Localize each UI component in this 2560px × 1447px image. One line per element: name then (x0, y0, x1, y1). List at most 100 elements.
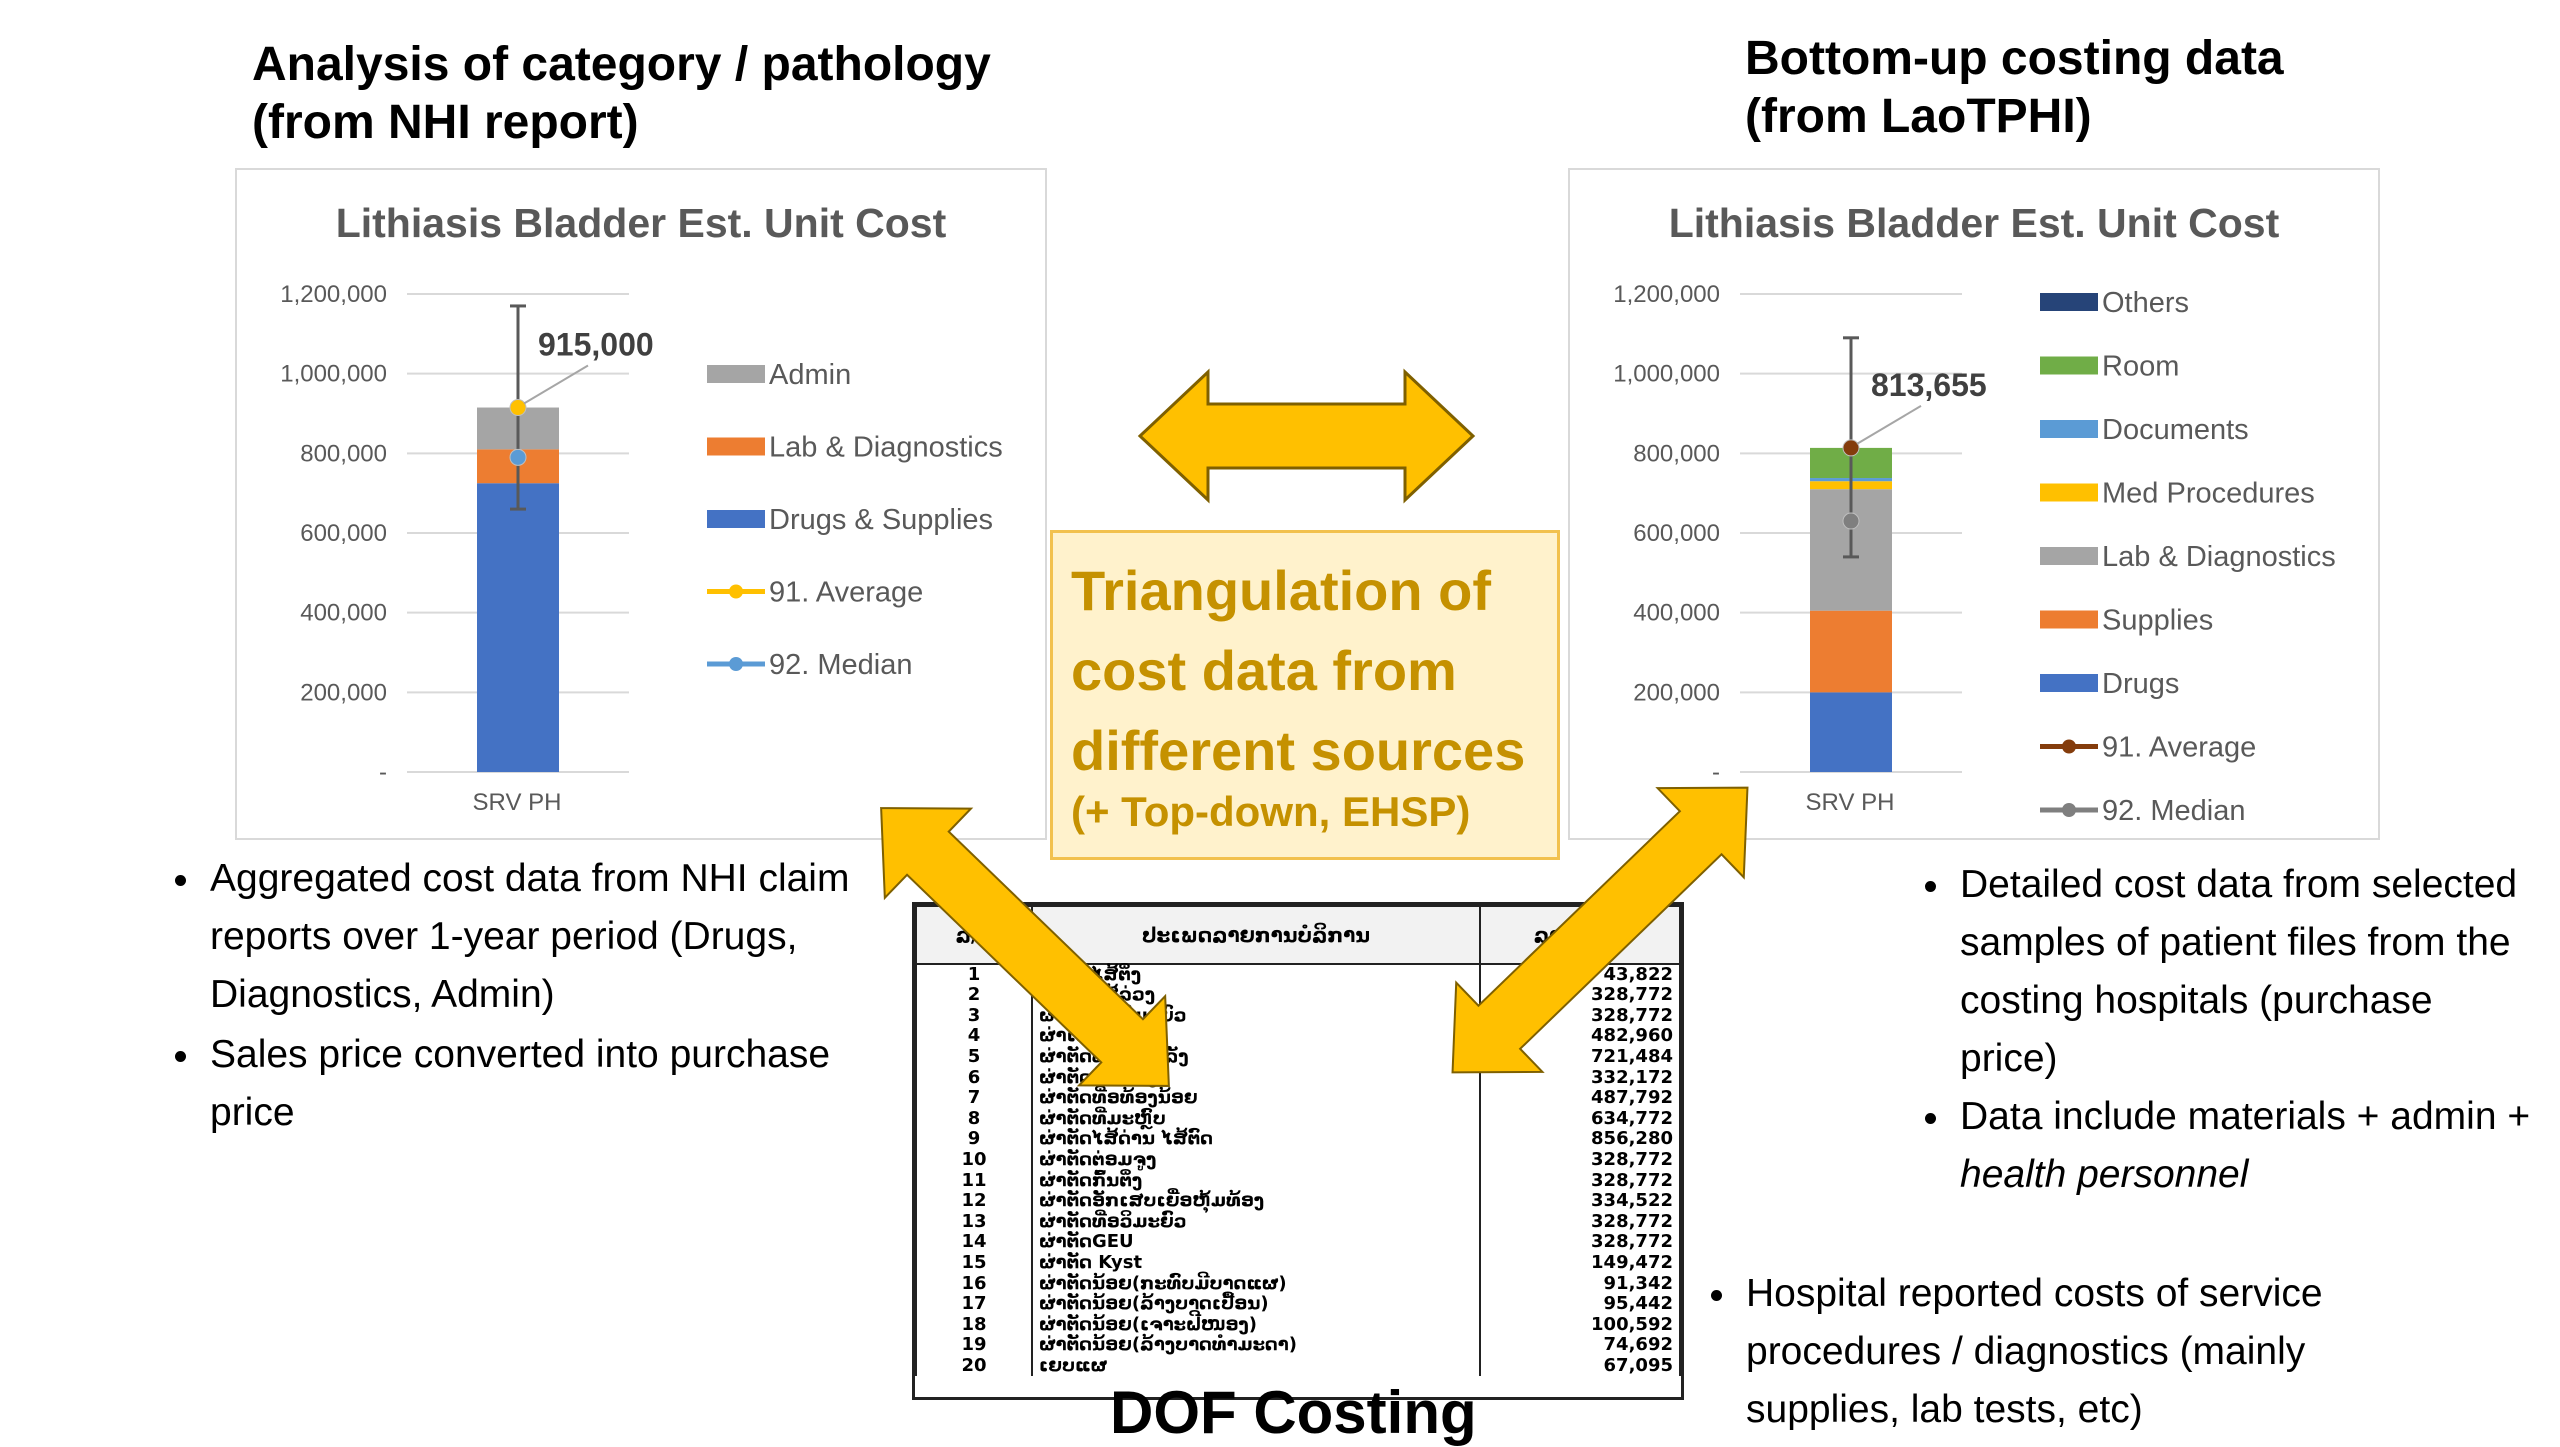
x-tick-label: SRV PH (473, 789, 562, 816)
x-tick-label: SRV PH (1806, 789, 1895, 816)
legend-label: 92. Median (2102, 795, 2246, 827)
dof-cell-service: ຜ່າຕັດນ້ອຍ(ລ້າງບາດເປື້ອນ) (1031, 1294, 1481, 1315)
dof-table-row: 6 ຜ່າຕັດທີ່ອທ້ອງ 332,172 (915, 1067, 1681, 1088)
dof-cell-service: ຜ່າຕັດນ້ອຍ(ກະທົບມີບາດແຜ) (1031, 1273, 1481, 1294)
triangulation-text: Triangulation of cost data from differen… (1071, 551, 1525, 791)
legend-swatch-drugs-supplies (707, 510, 765, 528)
dof-cell-price: 328,772 (1479, 1232, 1681, 1253)
y-tick-label: 400,000 (300, 600, 387, 627)
dof-table-row: 5 ຜ່າຕັດທໍ່ອໄສ້ຫລັງ 721,484 (915, 1047, 1681, 1068)
dof-cell-service: ຜ່າຕັດ Kyst (1031, 1253, 1481, 1274)
legend-swatch-documents (2040, 420, 2098, 438)
y-tick-label: 200,000 (300, 679, 387, 706)
y-tick-label: 200,000 (1633, 679, 1720, 706)
left-bullet-2: Sales price converted into purchase pric… (204, 1026, 850, 1142)
triangulation-box: Triangulation of cost data from differen… (1050, 530, 1560, 860)
dof-table-row: 7 ຜ່າຕັດທີ່ອທ້ອງນ້ອຍ 487,792 (915, 1088, 1681, 1109)
dof-table-image: ລ/ດ ປະເພດລາຍການບໍລິການ ລາຄາ/ກີບ 1 ຜ່າຕັດໄ… (912, 902, 1684, 1400)
dof-cell-no: 19 (915, 1335, 1033, 1356)
triangulation-line3: different sources (1071, 719, 1526, 782)
dof-cell-price: 95,442 (1479, 1294, 1681, 1315)
dof-table-row: 9 ຜ່າຕັດໄສ້ດ່ານ ໄສ້ຕົດ 856,280 (915, 1129, 1681, 1150)
dof-cell-no: 1 (915, 964, 1033, 985)
dof-cell-price: 334,522 (1479, 1191, 1681, 1212)
dof-cell-no: 17 (915, 1294, 1033, 1315)
left-bullet-1: Aggregated cost data from NHI claim repo… (204, 850, 850, 1024)
triangulation-line2: cost data from (1071, 639, 1457, 702)
dof-table-row: 20 ເຍບແຜ 67,095 (915, 1356, 1681, 1377)
triangulation-line1: Triangulation of (1071, 559, 1491, 622)
legend-label: Documents (2102, 414, 2249, 446)
legend-label: Lab & Diagnostics (2102, 541, 2336, 573)
y-tick-label: 1,000,000 (1613, 361, 1720, 388)
y-tick-label: 400,000 (1633, 600, 1720, 627)
dof-table-row: 8 ຜ່າຕັດທີ່ມະຫຼົບ 634,772 (915, 1109, 1681, 1130)
dof-table-row: 4 ຜ່າເຊີ່ມມົດລູກ 482,960 (915, 1026, 1681, 1047)
legend-label: Others (2102, 287, 2189, 319)
dof-cell-price: 721,484 (1479, 1047, 1681, 1068)
dof-title: DOF Costing (1110, 1379, 1477, 1446)
dof-cell-no: 10 (915, 1150, 1033, 1171)
dof-table-row: 14 ຜ່າຕັດGEU 328,772 (915, 1232, 1681, 1253)
dof-table-row: 16 ຜ່າຕັດນ້ອຍ(ກະທົບມີບາດແຜ) 91,342 (915, 1273, 1681, 1294)
dof-cell-service: ຜ່າຕັດໄສ້ດ່ານ ໄສ້ຕົດ (1031, 1129, 1481, 1150)
dof-cell-service: ຜ່າຕັດນ້ອຍ(ເຈາະຝີໜອງ) (1031, 1314, 1481, 1336)
y-tick-label: - (1712, 759, 1720, 786)
left-chart-title: Lithiasis Bladder Est. Unit Cost (335, 200, 947, 246)
dof-cell-price: 487,792 (1479, 1088, 1681, 1109)
left-bullets: Aggregated cost data from NHI claim repo… (150, 850, 850, 1142)
dof-table-row: 19 ຜ່າຕັດນ້ອຍ(ລ້າງບາດທຳມະດາ) 74,692 (915, 1335, 1681, 1356)
data-label-leader (523, 364, 589, 405)
right-heading-line2: (from LaoTPHI) (1745, 90, 2092, 143)
legend-marker-92-median (2062, 803, 2076, 817)
dof-cell-service: ຜ່າຕັດອັກເສບເຍື່ອຫຸ້ມທ້ອງ (1031, 1191, 1481, 1212)
dof-cell-price: 328,772 (1479, 985, 1681, 1006)
right-chart: Lithiasis Bladder Est. Unit Cost - 200,00… (1568, 168, 2380, 840)
dof-cell-no: 8 (915, 1109, 1033, 1130)
dof-cell-price: 328,772 (1479, 1006, 1681, 1027)
legend-swatch-others (2040, 293, 2098, 311)
data-label-average: 915,000 (538, 327, 654, 363)
data-label-leader (1856, 405, 1922, 445)
legend-label: Med Procedures (2102, 478, 2315, 510)
marker-91-average (509, 399, 527, 417)
dof-table-row: 11 ຜ່າຕັດກົ້ນຕິ່ງ 328,772 (915, 1170, 1681, 1191)
legend-swatch-admin (707, 365, 765, 383)
dof-cell-no: 16 (915, 1273, 1033, 1294)
bar-segment-drugs-supplies (477, 483, 559, 772)
data-label-average: 813,655 (1871, 367, 1987, 403)
y-tick-label: 1,000,000 (280, 361, 387, 388)
dof-cell-price: 328,772 (1479, 1170, 1681, 1191)
dof-cell-no: 15 (915, 1253, 1033, 1274)
dof-table-row: 1 ຜ່າຕັດໄສ້ຕິ່ງ 43,822 (915, 964, 1681, 985)
dof-table-row: 15 ຜ່າຕັດ Kyst 149,472 (915, 1253, 1681, 1274)
y-tick-label: 600,000 (1633, 520, 1720, 547)
right-bullet-1: Detailed cost data from selected samples… (1954, 856, 2540, 1088)
double-arrow-horizontal-icon (1137, 368, 1476, 504)
legend-swatch-drugs (2040, 674, 2098, 692)
dof-cell-price: 100,592 (1479, 1314, 1681, 1336)
legend-swatch-room (2040, 356, 2098, 375)
dof-table-row: 13 ຜ່າຕັດທີ່ອວິມະຍົວ 328,772 (915, 1212, 1681, 1233)
right-bullets: Detailed cost data from selected samples… (1900, 856, 2540, 1204)
dof-cell-service: ຜ່າຕັດທີ່ອວິມະຍົວ (1031, 1006, 1481, 1027)
hospital-bullet-text: Hospital reported costs of service proce… (1740, 1265, 2406, 1439)
dof-cell-service: ຜ່າຕັດທີ່ມະຫຼົບ (1031, 1109, 1481, 1130)
dof-cell-service: ຜ່າຕັດທີ່ອວິມະຍົວ (1031, 1212, 1481, 1233)
y-tick-label: 600,000 (300, 520, 387, 547)
dof-table-row: 12 ຜ່າຕັດອັກເສບເຍື່ອຫຸ້ມທ້ອງ 334,522 (915, 1191, 1681, 1212)
hospital-bullet: Hospital reported costs of service proce… (1686, 1265, 2406, 1439)
dof-cell-no: 14 (915, 1232, 1033, 1253)
dof-cell-no: 11 (915, 1170, 1033, 1191)
dof-cell-service: ຜ່າຕັດທໍ່ອໄສ້ຫລັງ (1031, 1047, 1481, 1068)
dof-cell-price: 67,095 (1479, 1356, 1681, 1377)
dof-cell-no: 3 (915, 1006, 1033, 1027)
dof-table: ລ/ດ ປະເພດລາຍການບໍລິການ ລາຄາ/ກີບ 1 ຜ່າຕັດໄ… (915, 905, 1681, 1377)
dof-cell-price: 482,960 (1479, 1026, 1681, 1047)
dof-cell-price: 328,772 (1479, 1212, 1681, 1233)
dof-cell-no: 18 (915, 1314, 1033, 1336)
legend-swatch-lab-diagnostics (2040, 547, 2098, 565)
dof-cell-service: ຜ່າຕັດຕ່ອມຈູງ (1031, 1150, 1481, 1171)
right-bullet-2: Data include materials + admin + health … (1954, 1088, 2540, 1204)
dof-header-service: ປະເພດລາຍການບໍລິການ (1031, 905, 1481, 965)
